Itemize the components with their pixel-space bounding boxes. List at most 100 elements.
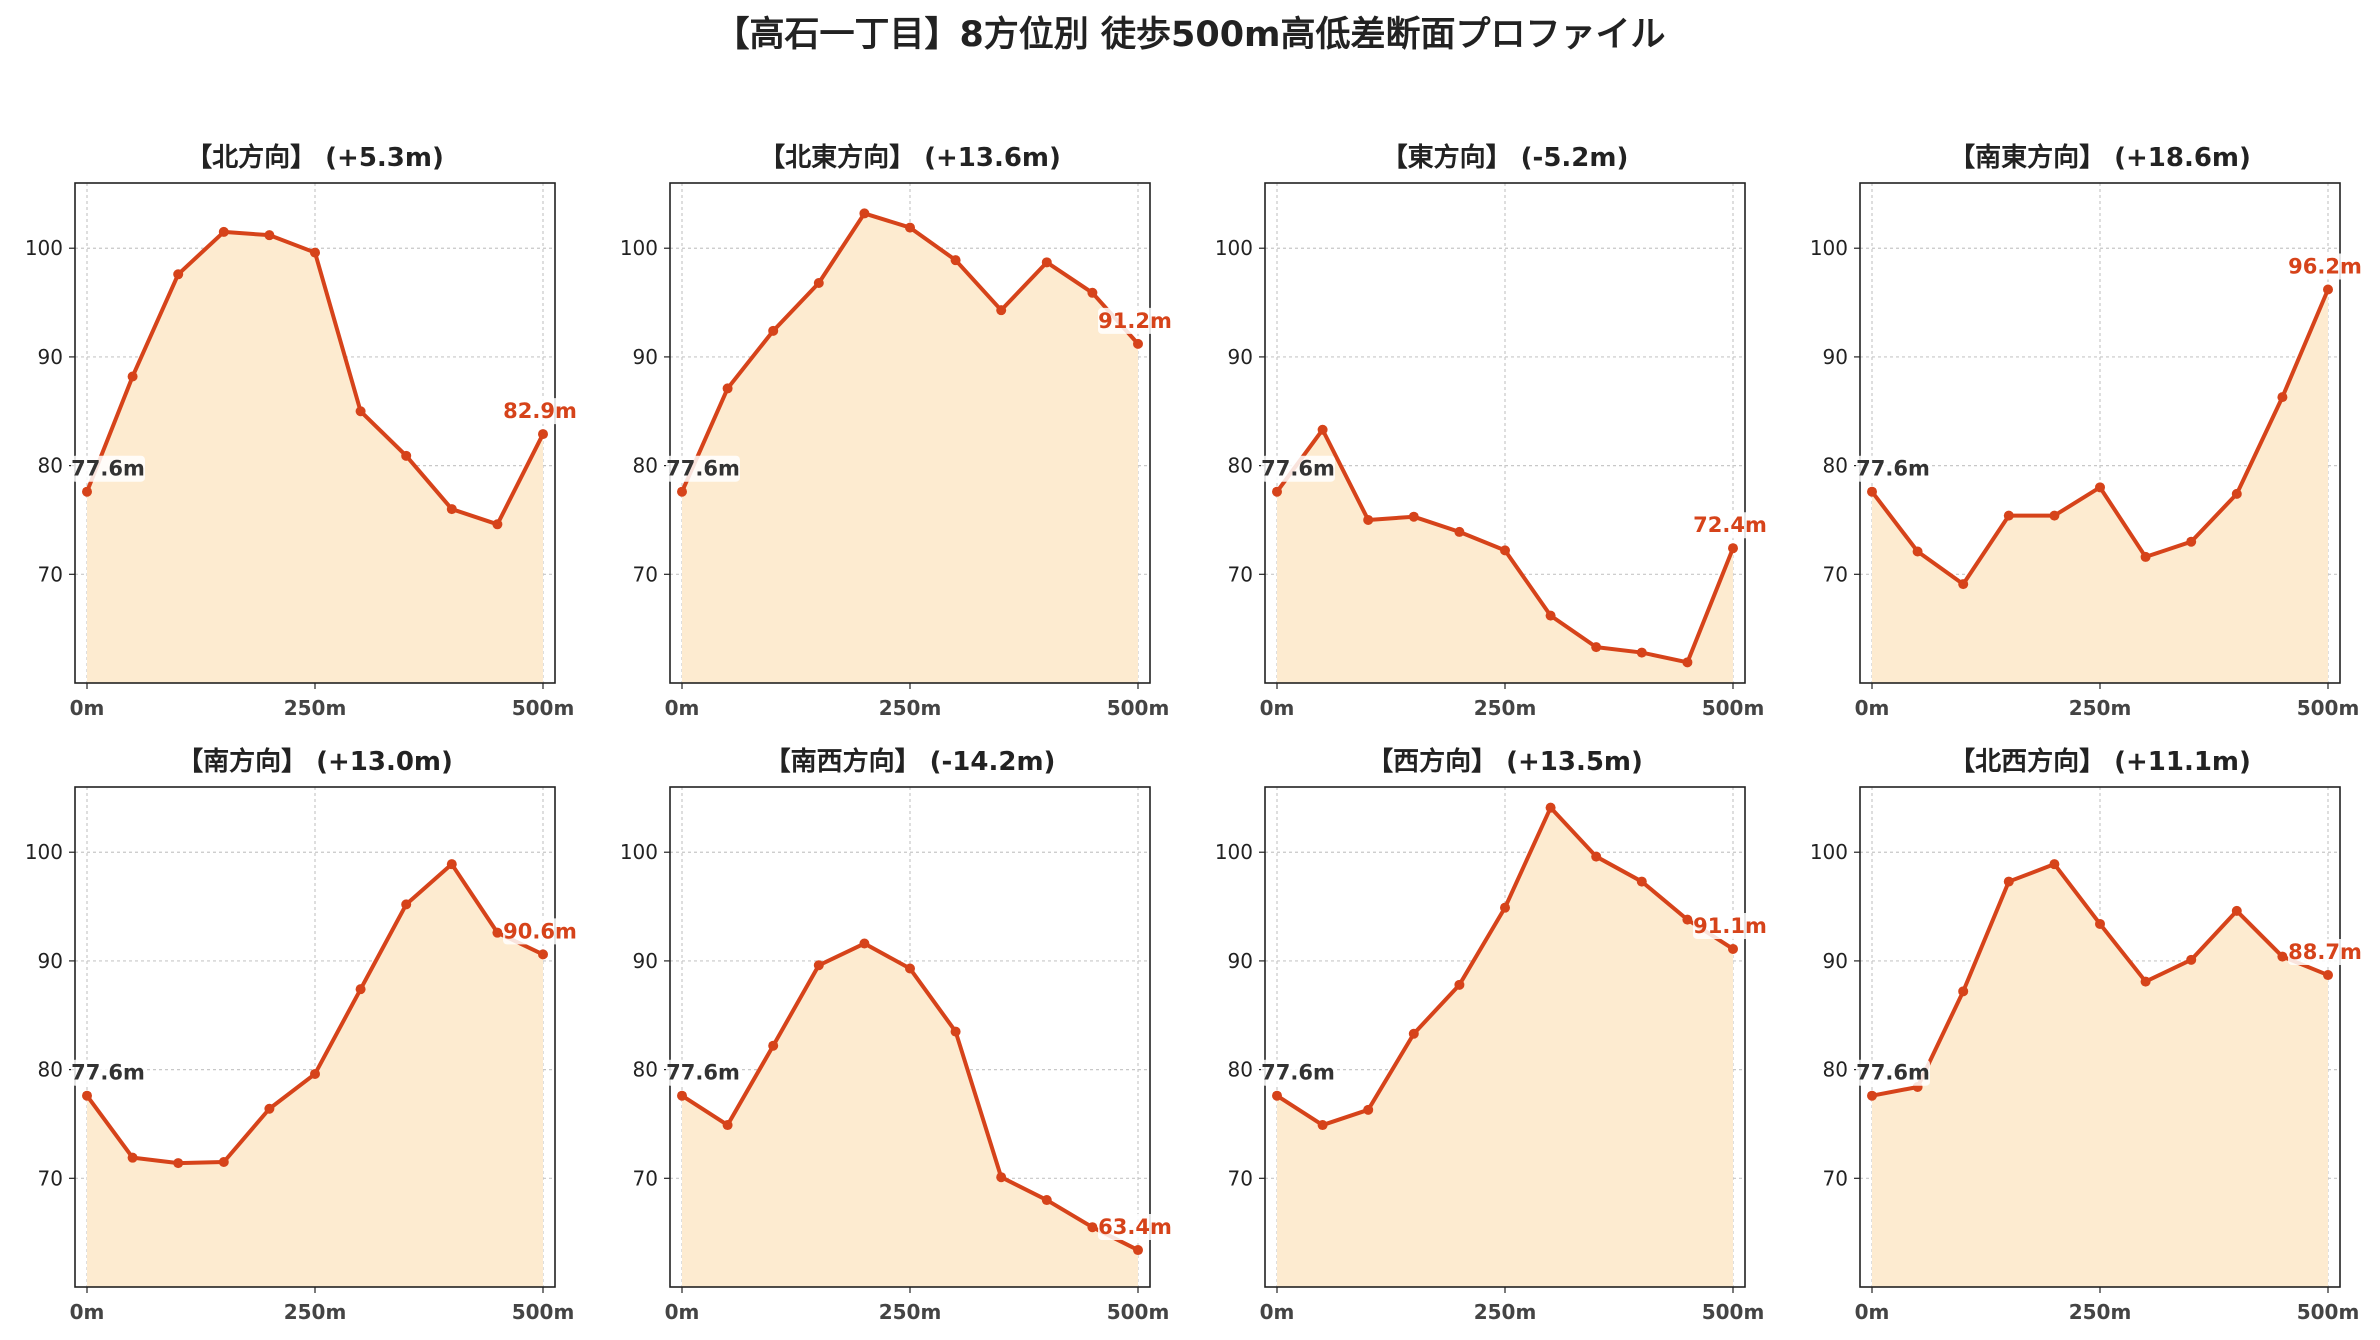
end-elevation-label: 91.1m [1693,914,1767,938]
elevation-point [2095,918,2105,929]
start-elevation-label: 77.6m [1856,457,1930,481]
elevation-point [1041,1195,1052,1206]
end-label-bg [1098,1214,1172,1241]
y-tick-label: 100 [25,840,63,864]
elevation-point [1545,610,1556,621]
x-tick-label: 250m [879,696,942,720]
elevation-point [1500,545,1510,556]
x-tick-label: 250m [2069,696,2132,720]
panel-title: 【北東方向】 (+13.6m) [759,142,1061,173]
elevation-point [2095,482,2105,493]
elevation-point [1636,876,1647,887]
elevation-point [1363,514,1374,525]
elevation-point [950,1026,961,1037]
elevation-point [1636,647,1647,658]
elevation-point [813,960,824,971]
elevation-point [677,486,687,497]
y-tick-label: 90 [1823,345,1848,369]
y-tick-label: 100 [620,840,658,864]
elevation-point [677,1090,687,1101]
y-tick-label: 80 [633,454,658,478]
y-tick-label: 70 [1228,1166,1253,1190]
elevation-point [1728,943,1738,954]
panel-title: 【北西方向】 (+11.1m) [1949,746,2251,777]
start-label-bg [71,1059,145,1086]
x-tick-label: 500m [512,696,575,720]
elevation-point [82,1090,92,1101]
figure-title: 【高石一丁目】8方位別 徒歩500m高低差断面プロファイル [714,15,1666,55]
profile-panel-3: 【南東方向】 (+18.6m) 70 80 90 100 0m 250m 500m 77.6m 9… [1810,142,2362,720]
elevation-point [1867,486,1877,497]
elevation-point [813,278,824,288]
elevation-point [859,208,870,219]
elevation-point [2186,536,2197,547]
elevation-point [722,383,733,394]
y-tick-label: 100 [1810,840,1848,864]
elevation-point [2231,488,2242,499]
elevation-point [1958,579,1969,590]
elevation-point [355,406,366,417]
elevation-point [768,1040,779,1051]
elevation-point [446,859,457,870]
elevation-point [401,450,412,461]
x-tick-label: 0m [665,1300,700,1324]
y-tick-label: 100 [1215,236,1253,260]
elevation-point [1454,526,1465,537]
elevation-point [264,230,275,241]
start-label-bg [666,455,740,482]
x-tick-label: 500m [1107,1300,1170,1324]
x-tick-label: 0m [1855,696,1890,720]
elevation-point [1454,979,1465,990]
y-tick-label: 70 [633,562,658,586]
y-tick-label: 90 [633,345,658,369]
elevation-point [1500,902,1510,913]
elevation-point [1272,486,1282,497]
x-tick-label: 250m [2069,1300,2132,1324]
elevation-point [905,963,915,974]
start-elevation-label: 77.6m [1261,1061,1335,1085]
elevation-point [768,325,779,336]
plot-frame [669,182,1151,684]
panel-title: 【北方向】 (+5.3m) [186,142,444,173]
elevation-point [218,226,229,237]
plot-frame [1264,786,1746,1288]
elevation-point [1545,802,1556,813]
elevation-point [2049,510,2060,521]
elevation-point [310,1068,320,1079]
end-label-bg [503,398,577,425]
profile-panel-1: 【北東方向】 (+13.6m) 70 80 90 100 0m 250m 500m 77.6m 9… [620,142,1172,720]
end-elevation-label: 90.6m [503,919,577,943]
end-elevation-label: 91.2m [1098,309,1172,333]
elevation-point [173,1158,184,1169]
elevation-point [1912,546,1923,557]
elevation-point [950,255,961,266]
plot-frame [1859,786,2341,1288]
elevation-point [492,927,503,938]
elevation-area [682,943,1138,1287]
plot-frame [74,182,556,684]
y-tick-label: 70 [1823,562,1848,586]
elevation-point [218,1157,229,1167]
y-tick-label: 80 [38,1058,63,1082]
y-tick-label: 80 [1228,454,1253,478]
elevation-point [1867,1090,1877,1101]
elevation-point [355,984,366,995]
panel-title: 【南東方向】 (+18.6m) [1949,142,2251,173]
start-label-bg [1856,1059,1930,1086]
start-label-bg [1261,1059,1335,1086]
x-tick-label: 0m [1855,1300,1890,1324]
elevation-point [492,519,503,530]
plot-frame [74,786,556,1288]
panel-title: 【南西方向】 (-14.2m) [765,746,1056,777]
x-tick-label: 500m [512,1300,575,1324]
elevation-point [2277,951,2288,962]
start-elevation-label: 77.6m [1856,1061,1930,1085]
x-tick-label: 500m [1107,696,1170,720]
start-elevation-label: 77.6m [666,1061,740,1085]
end-label-bg [1693,512,1767,539]
start-label-bg [1856,455,1930,482]
y-tick-label: 70 [38,1166,63,1190]
elevation-point [2003,510,2014,521]
profile-panel-7: 【北西方向】 (+11.1m) 70 80 90 100 0m 250m 500m 77.6m 8… [1810,746,2362,1324]
